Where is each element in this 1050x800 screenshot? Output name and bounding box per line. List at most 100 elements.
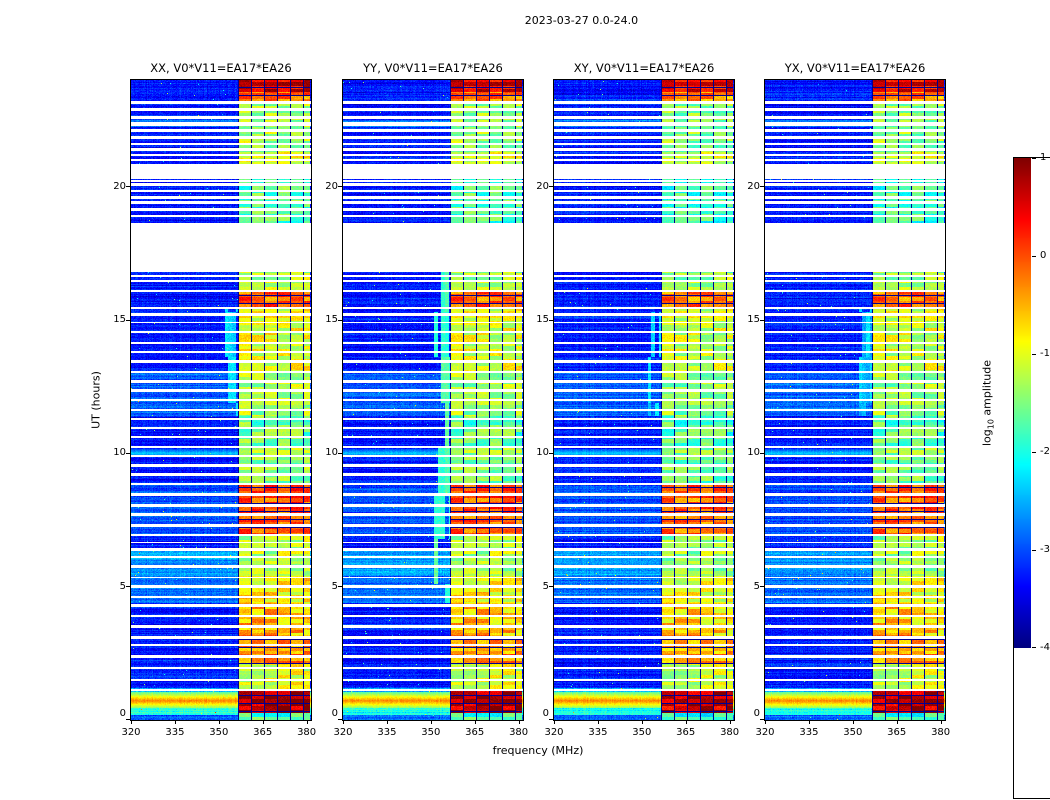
colorbar-tick-label: -2 (1040, 446, 1050, 457)
panel-title: YX, V0*V11=EA17*EA26 (784, 61, 926, 75)
spectrogram-panel-xy: XY, V0*V11=EA17*EA26 320 335 350 365 380 0 5 10 1… (536, 61, 739, 738)
y-tick (126, 186, 130, 188)
x-tick-label: 335 (377, 727, 397, 738)
colorbar-tick (1032, 451, 1036, 453)
x-tick-label: 380 (509, 727, 529, 738)
y-tick-label: 5 (542, 580, 549, 592)
x-tick-label: 320 (121, 727, 141, 738)
x-tick (852, 720, 854, 724)
x-tick-label: 365 (253, 727, 273, 738)
x-tick (729, 720, 731, 724)
x-tick (685, 720, 687, 724)
y-tick (338, 719, 342, 720)
colorbar-tick-label: -3 (1040, 544, 1050, 555)
y-tick-label: 5 (119, 580, 126, 592)
y-tick (760, 719, 764, 720)
x-tick (343, 720, 344, 724)
panel-title: XY, V0*V11=EA17*EA26 (573, 61, 715, 75)
y-axis-label: UT (hours) (89, 371, 103, 429)
x-tick-label: 350 (632, 727, 652, 738)
y-tick (338, 586, 342, 588)
y-tick (549, 719, 553, 720)
y-tick (549, 452, 553, 454)
x-tick (131, 720, 132, 724)
y-tick (338, 186, 342, 188)
x-tick-label: 335 (165, 727, 185, 738)
x-tick-label: 350 (421, 727, 441, 738)
x-tick-label: 320 (333, 727, 353, 738)
y-tick-label: 15 (536, 314, 549, 325)
colorbar-tick-label: -1 (1040, 348, 1050, 359)
x-tick (554, 720, 555, 724)
colorbar-tick (1032, 549, 1036, 551)
x-tick (518, 720, 520, 724)
y-tick-label: 15 (113, 314, 126, 325)
colorbar-tick (1032, 353, 1036, 355)
y-tick (126, 452, 130, 454)
x-tick (940, 720, 942, 724)
y-tick (338, 319, 342, 321)
y-tick (549, 186, 553, 188)
y-tick-label: 20 (536, 180, 549, 192)
y-tick-label: 20 (747, 180, 760, 192)
x-tick-label: 320 (755, 727, 775, 738)
y-tick (126, 586, 130, 588)
y-tick-label: 20 (325, 180, 338, 192)
panel-title: YY, V0*V11=EA17*EA26 (363, 61, 503, 75)
x-tick (765, 720, 766, 724)
y-tick-label: 20 (113, 180, 126, 192)
x-tick-label: 380 (720, 727, 740, 738)
x-axis-label: frequency (MHz) (492, 744, 584, 757)
y-tick-label: 10 (536, 447, 549, 459)
spectrogram-canvas-yy (343, 80, 523, 720)
x-tick (174, 720, 176, 724)
y-tick-label: 10 (113, 447, 126, 459)
colorbar-label: log10 amplitude (980, 360, 995, 446)
x-tick (306, 720, 308, 724)
x-tick (641, 720, 643, 724)
y-tick (760, 586, 764, 588)
y-tick-label: 10 (325, 447, 338, 459)
y-tick (549, 319, 553, 321)
y-tick-label: 5 (331, 580, 338, 592)
x-tick (597, 720, 599, 724)
y-tick-label: 0 (331, 708, 338, 719)
spectrogram-panel-yx: YX, V0*V11=EA17*EA26 320 335 350 365 380 0 5 10 1… (747, 61, 950, 738)
colorbar-tick-label: 0 (1040, 250, 1047, 261)
y-tick (760, 452, 764, 454)
panel-title: XX, V0*V11=EA17*EA26 (150, 61, 292, 75)
colorbar-tick-label: -4 (1040, 642, 1050, 653)
y-tick (760, 186, 764, 188)
spectrogram-canvas-xy (554, 80, 734, 720)
x-tick-label: 320 (544, 727, 564, 738)
x-tick (808, 720, 810, 724)
y-tick-label: 0 (542, 708, 549, 719)
colorbar-tick (1032, 158, 1036, 159)
spectrogram-panel-yy: YY, V0*V11=EA17*EA26 320 335 350 365 380 0 5 10 1… (325, 61, 528, 738)
x-tick (896, 720, 898, 724)
y-tick (760, 319, 764, 321)
x-tick-label: 365 (887, 727, 907, 738)
x-tick (474, 720, 476, 724)
y-tick-label: 10 (747, 447, 760, 459)
colorbar-gradient (1014, 158, 1031, 648)
y-tick-label: 5 (753, 580, 760, 592)
spectrogram-canvas-yx (765, 80, 945, 720)
x-tick-label: 365 (676, 727, 696, 738)
y-tick (126, 719, 130, 720)
colorbar-label-text: log (980, 429, 994, 447)
x-tick-label: 350 (209, 727, 229, 738)
spectrogram-canvas-xx (131, 80, 311, 720)
y-tick-label: 0 (753, 708, 760, 719)
x-tick-label: 335 (588, 727, 608, 738)
x-tick-label: 380 (297, 727, 317, 738)
colorbar-tick-label: 1 (1040, 152, 1047, 163)
colorbar-label-suffix: amplitude (980, 359, 994, 420)
colorbar: 1 0 -1 -2 -3 -4 (1013, 152, 1050, 799)
y-tick (549, 586, 553, 588)
y-tick-label: 15 (747, 314, 760, 325)
colorbar-tick (1032, 647, 1036, 648)
x-tick-label: 365 (465, 727, 485, 738)
figure-title: 2023-03-27 0.0-24.0 (524, 14, 639, 27)
